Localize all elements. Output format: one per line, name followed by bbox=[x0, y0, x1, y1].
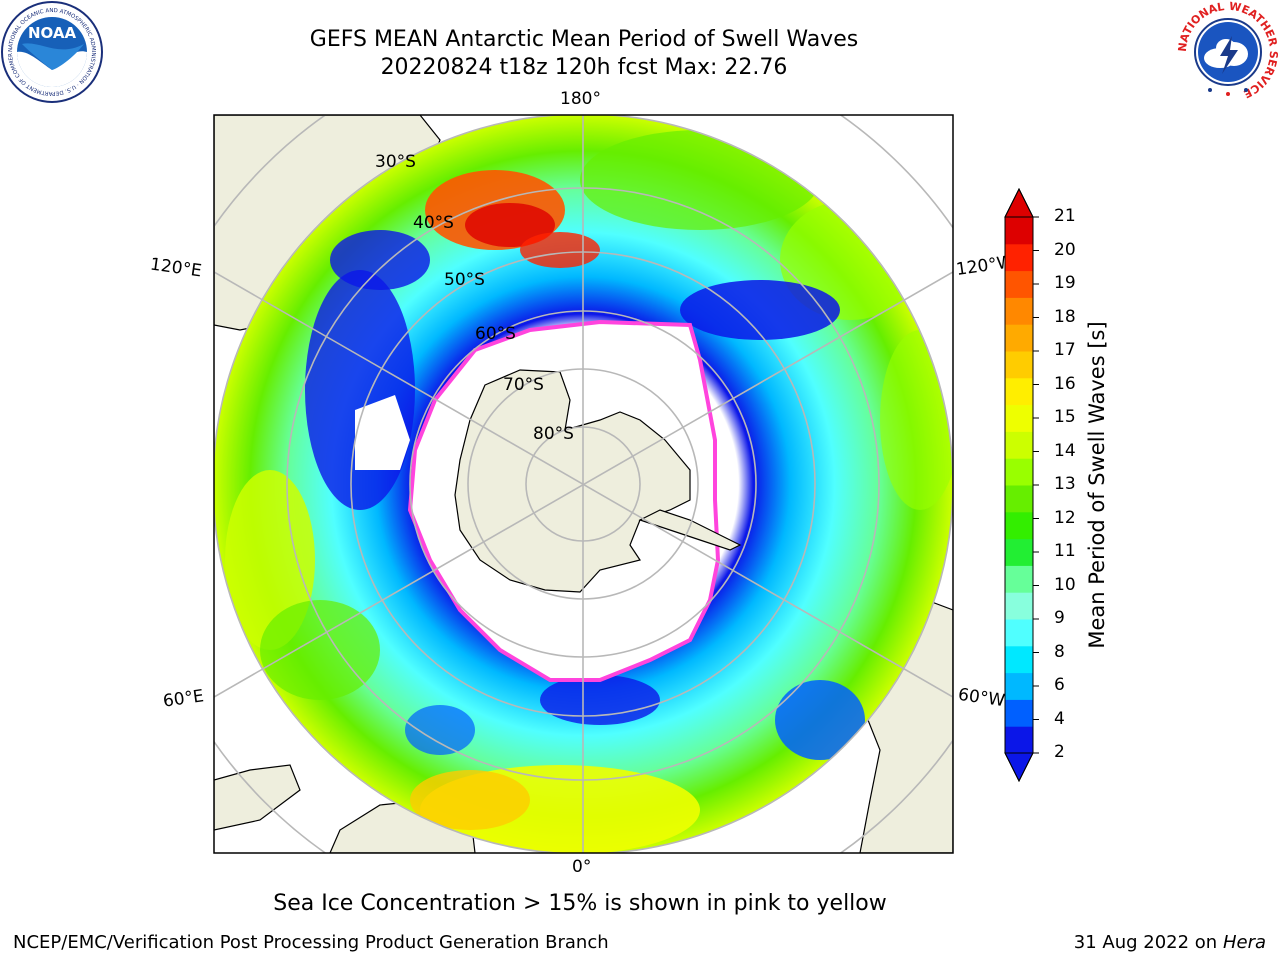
machine-name: Hera bbox=[1222, 932, 1266, 953]
credit-text: NCEP/EMC/Verification Post Processing Pr… bbox=[13, 932, 609, 953]
colorbar-extend-bottom bbox=[1004, 752, 1034, 783]
colorbar-band bbox=[1005, 645, 1033, 674]
colorbar-tick-label: 14 bbox=[1054, 440, 1076, 461]
colorbar-band bbox=[1005, 699, 1033, 727]
nws-logo: NATIONAL WEATHER SERVICE bbox=[1176, 0, 1280, 102]
colorbar-band bbox=[1005, 351, 1033, 379]
chart-title: GEFS MEAN Antarctic Mean Period of Swell… bbox=[309, 27, 859, 52]
colorbar-band bbox=[1005, 485, 1033, 513]
lat-label-30s: 30°S bbox=[375, 152, 416, 172]
lon-label-0: 0° bbox=[572, 857, 592, 877]
lat-label-80s: 80°S bbox=[533, 424, 574, 444]
date-text: 31 Aug 2022 on Hera bbox=[1074, 932, 1266, 953]
colorbar-tick-label: 9 bbox=[1054, 608, 1065, 628]
noaa-logo-text: NOAA bbox=[28, 24, 77, 42]
lat-label-40s: 40°S bbox=[413, 213, 454, 233]
noaa-logo: NATIONAL OCEANIC AND ATMOSPHERIC ADMINIS… bbox=[0, 0, 103, 103]
colorbar-band bbox=[1005, 297, 1033, 325]
lon-label-180: 180° bbox=[560, 89, 601, 109]
colorbar-tick-label: 8 bbox=[1054, 641, 1065, 662]
colorbar-band bbox=[1005, 619, 1033, 647]
africa-land bbox=[214, 764, 301, 831]
colorbar-band bbox=[1005, 592, 1033, 620]
map-frame-content bbox=[214, 115, 953, 853]
date-value: 31 Aug 2022 on bbox=[1073, 932, 1218, 953]
colorbar-band bbox=[1005, 243, 1033, 272]
colorbar-band bbox=[1005, 377, 1033, 406]
lat-label-70s: 70°S bbox=[503, 375, 544, 395]
colorbar-band bbox=[1005, 458, 1033, 486]
colorbar-tick-label: 16 bbox=[1054, 373, 1076, 394]
lat-label-60s: 60°S bbox=[475, 324, 516, 344]
colorbar-tick-label: 6 bbox=[1054, 675, 1065, 695]
antarctic-peninsula bbox=[638, 509, 742, 551]
colorbar-tick-label: 4 bbox=[1054, 708, 1065, 729]
colorbar-band bbox=[1005, 431, 1033, 459]
map-frame bbox=[213, 114, 954, 854]
colorbar-tick-label: 11 bbox=[1054, 541, 1076, 561]
chart-subtitle: 20220824 t18z 120h fcst Max: 22.76 bbox=[380, 55, 788, 80]
colorbar-band bbox=[1005, 511, 1033, 540]
colorbar-extend-top bbox=[1004, 187, 1034, 218]
colorbar-tick-label: 12 bbox=[1054, 507, 1076, 528]
colorbar-band bbox=[1005, 324, 1033, 352]
colorbar-tick-label: 10 bbox=[1054, 574, 1076, 595]
lat-label-50s: 50°S bbox=[444, 270, 485, 290]
colorbar-tick-label: 13 bbox=[1054, 474, 1076, 494]
colorbar-tick-label: 21 bbox=[1054, 206, 1076, 226]
colorbar-tick-label: 2 bbox=[1054, 742, 1065, 762]
sea-ice-note: Sea Ice Concentration > 15% is shown in … bbox=[273, 891, 887, 916]
ice-edge-west bbox=[355, 395, 410, 470]
colorbar-band bbox=[1005, 270, 1033, 298]
colorbar-tick-label: 17 bbox=[1054, 340, 1076, 360]
colorbar-band bbox=[1005, 217, 1033, 245]
colorbar-band bbox=[1005, 565, 1033, 593]
colorbar-band bbox=[1005, 538, 1033, 566]
colorbar-tick-label: 18 bbox=[1054, 306, 1076, 327]
colorbar-band bbox=[1005, 672, 1033, 700]
colorbar-tick-label: 19 bbox=[1054, 273, 1076, 293]
colorbar-tick-label: 20 bbox=[1054, 239, 1076, 260]
graticule bbox=[214, 115, 953, 853]
colorbar-tick-label: 15 bbox=[1054, 407, 1076, 427]
colorbar-band bbox=[1005, 726, 1033, 754]
colorbar-band bbox=[1005, 404, 1033, 432]
colorbar-label: Mean Period of Swell Waves [s] bbox=[1085, 321, 1109, 649]
